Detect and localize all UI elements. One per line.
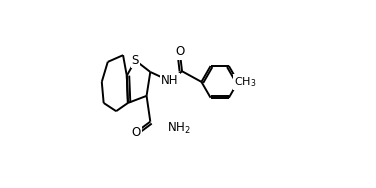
Text: NH: NH [161,74,179,87]
Text: CH$_3$: CH$_3$ [234,75,256,89]
Text: O: O [175,45,184,58]
Text: NH$_2$: NH$_2$ [167,120,191,136]
Text: S: S [132,54,139,67]
Text: O: O [131,126,140,139]
